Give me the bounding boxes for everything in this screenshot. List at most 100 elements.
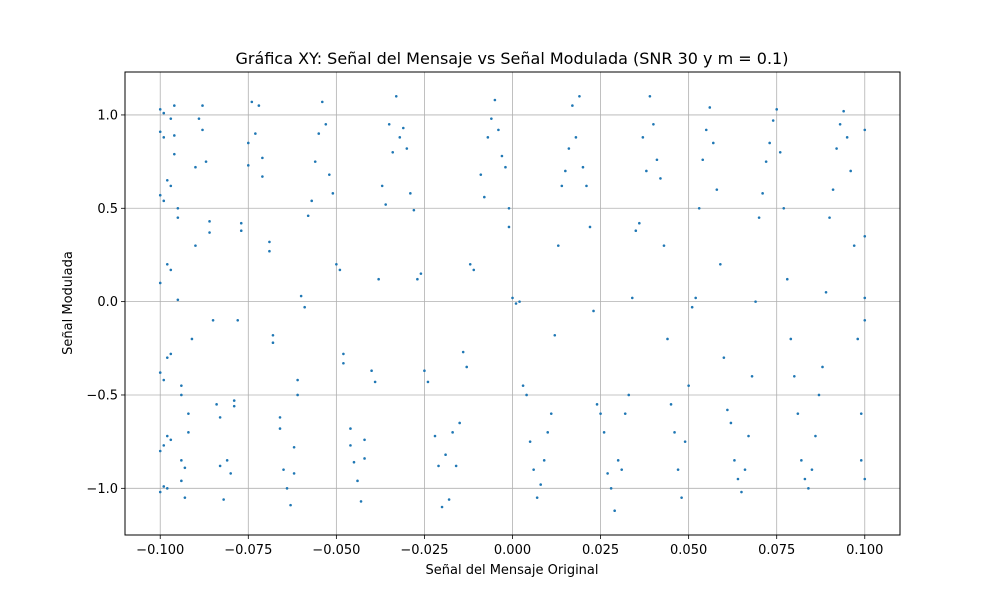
data-point xyxy=(158,371,162,374)
data-point xyxy=(398,136,402,139)
data-point xyxy=(320,100,324,104)
data-point xyxy=(641,136,645,139)
data-point xyxy=(849,169,852,173)
data-point xyxy=(863,477,867,481)
data-point xyxy=(479,173,483,176)
data-point xyxy=(666,337,669,341)
data-point xyxy=(444,453,447,457)
data-point xyxy=(162,485,166,488)
data-point xyxy=(416,277,419,281)
data-point xyxy=(176,298,180,302)
data-point xyxy=(239,221,243,225)
data-point xyxy=(433,434,437,438)
data-point xyxy=(652,122,655,126)
data-point xyxy=(173,104,176,107)
data-point xyxy=(211,319,215,322)
data-point xyxy=(296,393,299,397)
data-point xyxy=(197,117,201,120)
data-point xyxy=(158,490,162,494)
data-point xyxy=(472,268,476,272)
data-point xyxy=(194,165,197,169)
data-point xyxy=(539,483,542,486)
data-point xyxy=(246,141,250,145)
data-point xyxy=(254,132,257,135)
data-point xyxy=(165,178,169,182)
data-point xyxy=(796,412,800,415)
data-point xyxy=(328,173,331,176)
data-point xyxy=(821,365,824,369)
data-point xyxy=(324,122,328,126)
data-point xyxy=(507,206,511,210)
data-point xyxy=(810,468,814,471)
data-point xyxy=(296,378,299,382)
data-point xyxy=(648,94,652,98)
data-point xyxy=(165,434,169,438)
data-point xyxy=(222,498,225,501)
data-point xyxy=(740,490,743,494)
data-point xyxy=(194,244,197,247)
data-point xyxy=(165,262,169,266)
data-point xyxy=(173,152,176,156)
y-tick-label: 0.5 xyxy=(97,202,118,217)
data-point xyxy=(764,160,768,163)
data-point xyxy=(183,496,187,499)
data-point xyxy=(687,384,690,387)
data-point xyxy=(574,136,578,139)
data-point xyxy=(391,150,395,154)
data-point xyxy=(232,399,236,402)
data-point xyxy=(426,380,430,384)
data-point xyxy=(564,169,567,173)
data-point xyxy=(468,262,472,266)
data-point xyxy=(384,203,387,206)
data-point xyxy=(201,104,204,107)
data-point xyxy=(229,472,232,475)
data-point xyxy=(560,184,564,188)
data-point xyxy=(306,214,310,218)
ticks-layer: −0.100 −0.075 −0.050 −0.025 0.000 0.025 0.050 0… xyxy=(86,108,883,558)
data-point xyxy=(486,136,490,139)
data-point xyxy=(176,216,180,219)
data-point xyxy=(623,412,627,415)
data-point xyxy=(440,505,444,509)
x-tick-label: 0.100 xyxy=(846,543,883,558)
data-point xyxy=(845,136,849,139)
data-point xyxy=(493,98,497,102)
chart-title: Gráfica XY: Señal del Mensaje vs Señal M… xyxy=(236,49,789,68)
data-point xyxy=(662,244,666,247)
data-point xyxy=(613,509,616,513)
data-point xyxy=(232,404,236,408)
data-point xyxy=(180,384,183,387)
data-point xyxy=(158,281,162,285)
data-point xyxy=(278,416,282,419)
data-point xyxy=(620,468,624,471)
data-point xyxy=(359,500,363,503)
data-point xyxy=(578,94,581,98)
data-point xyxy=(602,431,606,434)
data-point xyxy=(609,487,613,490)
x-tick-label: −0.025 xyxy=(400,543,448,558)
data-point xyxy=(363,438,366,442)
data-point xyxy=(162,444,166,447)
data-point xyxy=(778,150,782,154)
data-point xyxy=(423,369,426,373)
data-point xyxy=(704,128,708,132)
data-point xyxy=(261,156,264,160)
data-point xyxy=(726,408,729,412)
data-point xyxy=(250,100,254,104)
data-point xyxy=(514,302,518,305)
data-point xyxy=(655,158,659,162)
data-point xyxy=(236,319,240,322)
data-point xyxy=(169,268,173,272)
data-point xyxy=(169,184,173,188)
data-point xyxy=(180,393,183,397)
data-point xyxy=(747,434,750,438)
data-point xyxy=(793,375,796,378)
data-point xyxy=(757,216,761,219)
data-point xyxy=(645,169,648,173)
data-point xyxy=(162,136,166,139)
x-tick-label: 0.075 xyxy=(758,543,795,558)
data-point xyxy=(768,141,771,145)
data-point xyxy=(521,384,525,387)
data-point xyxy=(595,403,599,406)
data-point xyxy=(180,459,183,462)
